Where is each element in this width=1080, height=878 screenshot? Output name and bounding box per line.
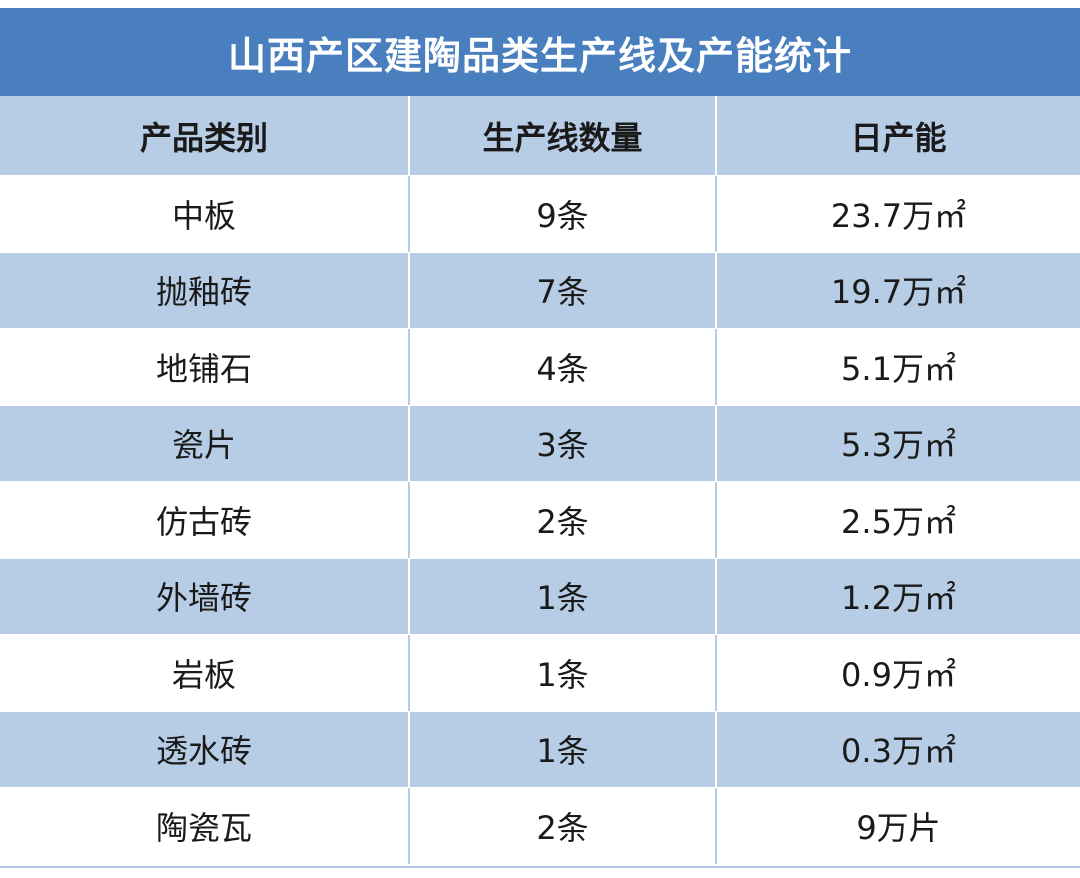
table-bottom-divider: [0, 866, 1080, 868]
cell-category: 中板: [0, 176, 410, 252]
table-row: 地铺石 4条 5.1万㎡: [0, 329, 1080, 406]
cell-lines: 2条: [410, 788, 717, 864]
table-row: 中板 9条 23.7万㎡: [0, 176, 1080, 253]
table-row: 瓷片 3条 5.3万㎡: [0, 405, 1080, 482]
table-header-row: 产品类别 生产线数量 日产能: [0, 96, 1080, 176]
cell-category: 透水砖: [0, 711, 410, 787]
cell-capacity: 9万片: [856, 808, 941, 847]
table-grid: 产品类别 生产线数量 日产能 中板 9条 23.7万㎡ 抛釉砖 7条 19.7万…: [0, 96, 1080, 865]
header-category: 产品类别: [0, 96, 410, 175]
table-row: 抛釉砖 7条 19.7万㎡: [0, 252, 1080, 329]
cell-lines: 3条: [410, 405, 717, 481]
table-row: 透水砖 1条 0.3万㎡: [0, 711, 1080, 788]
cell-capacity: 5.1万㎡: [841, 349, 956, 388]
cell-lines: 2条: [410, 482, 717, 558]
header-lines: 生产线数量: [410, 96, 717, 175]
cell-lines: 9条: [410, 176, 717, 252]
table-row: 仿古砖 2条 2.5万㎡: [0, 482, 1080, 559]
cell-lines: 1条: [410, 711, 717, 787]
cell-category: 陶瓷瓦: [0, 788, 410, 864]
cell-category: 地铺石: [0, 329, 410, 405]
table-row: 陶瓷瓦 2条 9万片: [0, 788, 1080, 865]
cell-lines: 4条: [410, 329, 717, 405]
cell-capacity: 23.7万㎡: [830, 196, 967, 235]
cell-capacity: 2.5万㎡: [841, 502, 956, 541]
cell-lines: 1条: [410, 635, 717, 711]
table-title: 山西产区建陶品类生产线及产能统计: [0, 8, 1080, 96]
cell-category: 仿古砖: [0, 482, 410, 558]
cell-category: 抛釉砖: [0, 252, 410, 328]
cell-capacity: 0.3万㎡: [841, 732, 956, 771]
cell-capacity: 19.7万㎡: [830, 273, 967, 312]
cell-category: 外墙砖: [0, 558, 410, 634]
header-capacity: 日产能: [850, 118, 947, 157]
table-row: 外墙砖 1条 1.2万㎡: [0, 558, 1080, 635]
cell-capacity: 0.9万㎡: [841, 655, 956, 694]
cell-lines: 1条: [410, 558, 717, 634]
cell-lines: 7条: [410, 252, 717, 328]
cell-category: 瓷片: [0, 405, 410, 481]
cell-category: 岩板: [0, 635, 410, 711]
cell-capacity: 1.2万㎡: [841, 579, 956, 618]
cell-capacity: 5.3万㎡: [841, 426, 956, 465]
table-row: 岩板 1条 0.9万㎡: [0, 635, 1080, 712]
